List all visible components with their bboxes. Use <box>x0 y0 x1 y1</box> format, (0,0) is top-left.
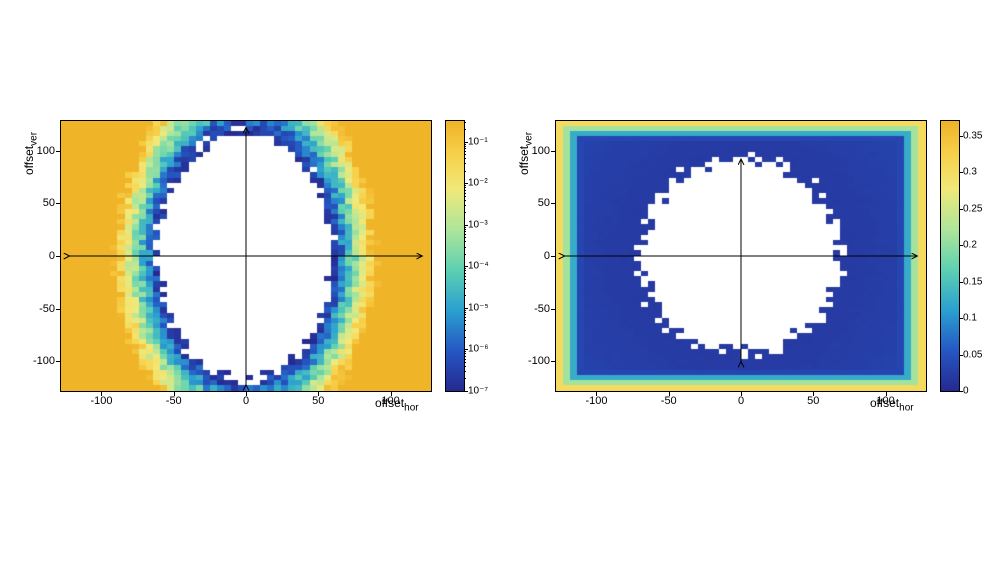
right-plot-frame: -100-50050100-100-50050100 <box>555 120 927 392</box>
colorbar-tick: 0.1 <box>963 313 977 324</box>
colorbar-tick: 0.35 <box>963 130 982 141</box>
colorbar-tick: 0.15 <box>963 276 982 287</box>
right-panel: -100-50050100-100-50050100 00.050.10.150… <box>0 0 1000 562</box>
colorbar-tick: 0.05 <box>963 349 982 360</box>
colorbar-tick: 0.25 <box>963 203 982 214</box>
right-colorbar-canvas <box>941 121 959 391</box>
y-tick: 0 <box>544 250 550 262</box>
right-colorbar: 00.050.10.150.20.250.30.35 <box>940 120 960 392</box>
right-x-axis-label: offsethor <box>870 396 914 413</box>
x-tick: 0 <box>738 395 744 407</box>
right-y-axis-label: offsetver <box>517 132 534 175</box>
right-heatmap-canvas <box>556 121 926 391</box>
x-tick: -50 <box>661 395 677 407</box>
y-tick: 100 <box>532 145 550 157</box>
x-tick: -100 <box>585 395 607 407</box>
colorbar-tick: 0.3 <box>963 167 977 178</box>
x-tick: 50 <box>807 395 819 407</box>
y-tick: -50 <box>534 303 550 315</box>
y-tick: -100 <box>528 355 550 367</box>
colorbar-tick: 0.2 <box>963 240 977 251</box>
colorbar-tick: 0 <box>963 386 969 397</box>
y-tick: 50 <box>538 197 550 209</box>
